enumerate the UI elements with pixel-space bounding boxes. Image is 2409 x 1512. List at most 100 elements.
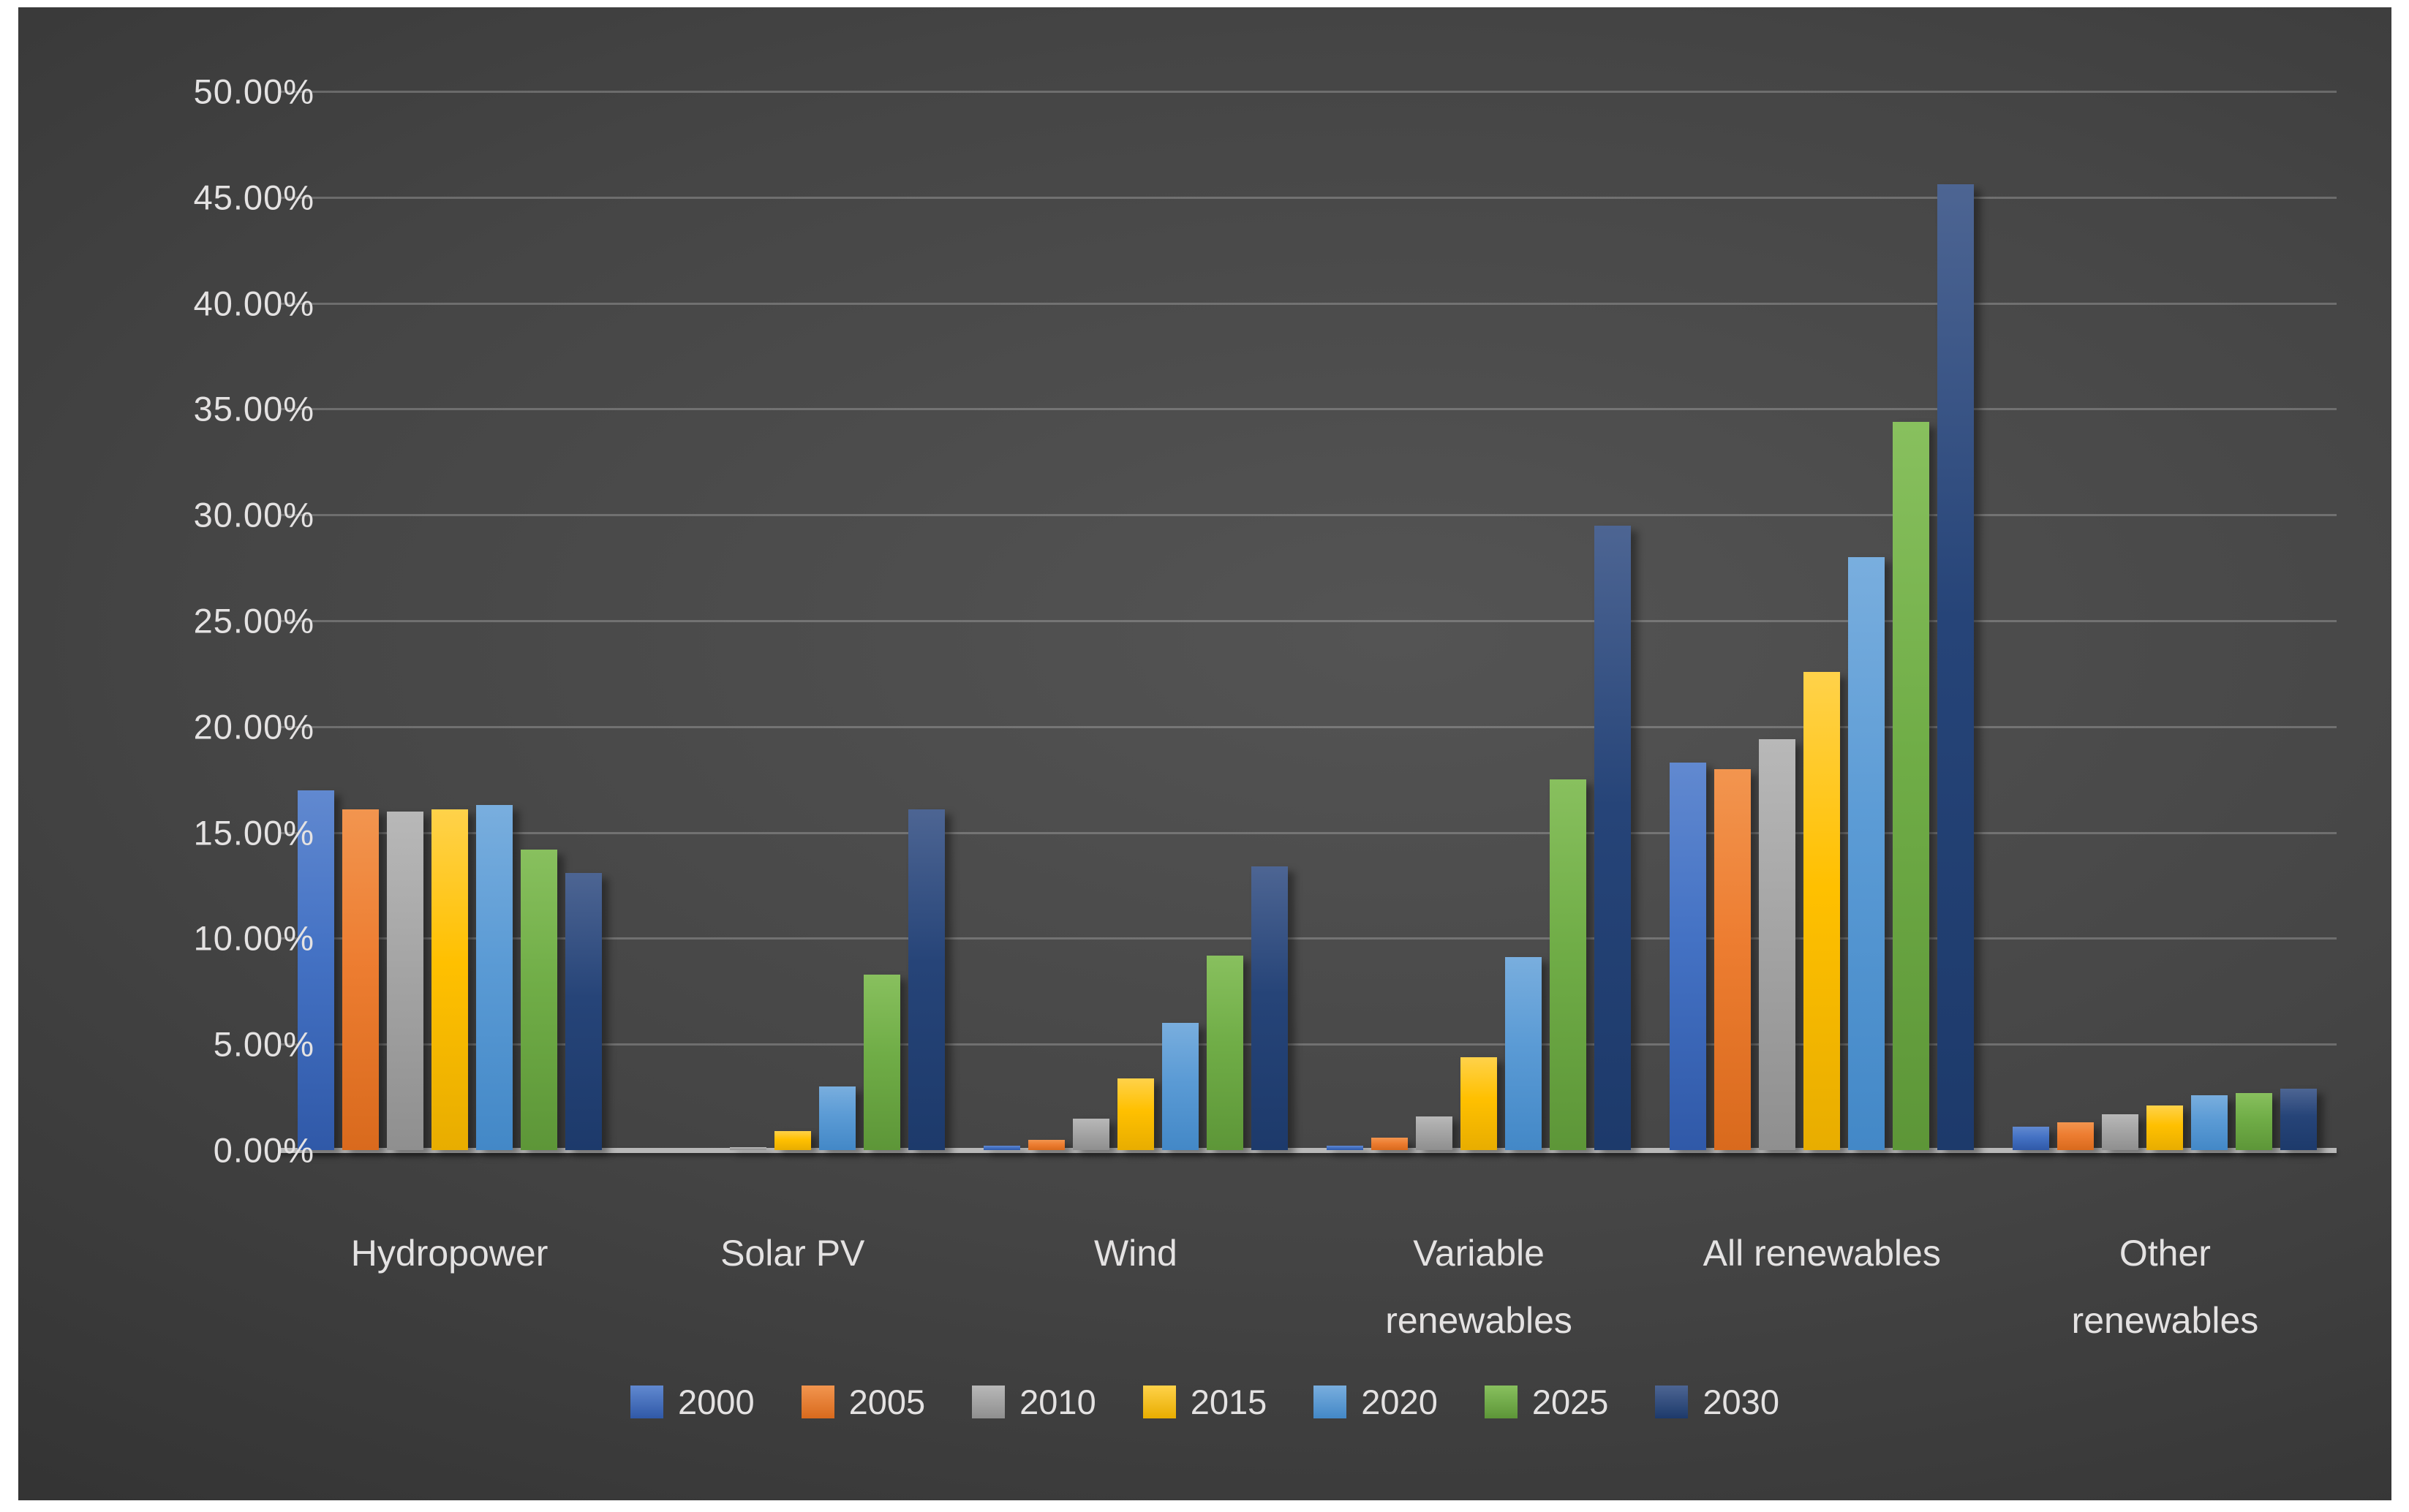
gridline-30pct <box>278 514 2337 517</box>
category-label-line: All renewables <box>1703 1233 1941 1274</box>
bar-variable-renewables-2020[interactable] <box>1505 957 1542 1150</box>
bar-hydropower-2000[interactable] <box>297 790 334 1150</box>
legend-item-2010[interactable]: 2010 <box>972 1382 1096 1422</box>
y-tick-label-20pct: 20.00% <box>193 707 314 746</box>
bar-all-renewables-2010[interactable] <box>1759 739 1796 1150</box>
category-label-wind: Wind <box>964 1220 1308 1287</box>
bar-wind-2005[interactable] <box>1028 1140 1065 1150</box>
legend-swatch-2025 <box>1484 1386 1518 1418</box>
bar-variable-renewables-2015[interactable] <box>1460 1057 1498 1150</box>
bar-hydropower-2005[interactable] <box>342 809 379 1150</box>
legend-item-2005[interactable]: 2005 <box>801 1382 926 1422</box>
bar-wind-2030[interactable] <box>1251 866 1288 1150</box>
bar-other-renewables-2025[interactable] <box>2236 1093 2273 1150</box>
bar-all-renewables-2020[interactable] <box>1848 557 1885 1150</box>
plot-area <box>278 91 2337 1153</box>
bar-other-renewables-2005[interactable] <box>2057 1122 2095 1150</box>
bar-hydropower-2020[interactable] <box>475 805 513 1150</box>
legend-swatch-2000 <box>630 1386 664 1418</box>
bar-all-renewables-2015[interactable] <box>1803 672 1841 1150</box>
bar-solar-pv-2010[interactable] <box>729 1147 766 1150</box>
legend-swatch-2015 <box>1142 1386 1176 1418</box>
bar-wind-2000[interactable] <box>983 1146 1020 1150</box>
bar-variable-renewables-2005[interactable] <box>1371 1138 1409 1150</box>
bar-wind-2020[interactable] <box>1161 1023 1199 1150</box>
bar-all-renewables-2005[interactable] <box>1714 769 1752 1150</box>
bar-all-renewables-2025[interactable] <box>1893 422 1930 1150</box>
legend-label-2005: 2005 <box>848 1383 926 1421</box>
y-tick-label-0pct: 0.00% <box>213 1130 314 1170</box>
bar-all-renewables-2000[interactable] <box>1670 763 1707 1150</box>
category-label-line: Hydropower <box>350 1233 548 1274</box>
category-label-line: Variable <box>1413 1233 1545 1274</box>
bar-hydropower-2030[interactable] <box>565 873 602 1150</box>
category-label-solar-pv: Solar PV <box>621 1220 965 1287</box>
bar-other-renewables-2030[interactable] <box>2280 1089 2318 1150</box>
gridline-40pct <box>278 302 2337 305</box>
bar-group-solar-pv <box>621 91 964 1150</box>
legend-label-2015: 2015 <box>1190 1383 1267 1421</box>
bar-group-all-renewables <box>1651 91 1994 1150</box>
bar-hydropower-2010[interactable] <box>386 812 423 1150</box>
gridline-50pct <box>278 91 2337 93</box>
bar-other-renewables-2015[interactable] <box>2146 1105 2184 1150</box>
gridline-20pct <box>278 725 2337 728</box>
x-axis-line <box>278 1148 2337 1153</box>
legend-label-2010: 2010 <box>1019 1383 1096 1421</box>
category-label-line: renewables <box>1385 1300 1572 1341</box>
bar-other-renewables-2000[interactable] <box>2013 1127 2050 1150</box>
bar-all-renewables-2030[interactable] <box>1937 184 1975 1150</box>
bar-variable-renewables-2025[interactable] <box>1550 779 1587 1150</box>
category-label-variable-renewables: Variable renewables <box>1307 1220 1651 1354</box>
legend-swatch-2020 <box>1313 1386 1347 1418</box>
category-label-other-renewables: Other renewables <box>1993 1220 2337 1354</box>
bar-wind-2025[interactable] <box>1206 956 1243 1150</box>
gridline-45pct <box>278 196 2337 199</box>
legend-item-2000[interactable]: 2000 <box>630 1382 755 1422</box>
bar-solar-pv-2020[interactable] <box>818 1086 856 1150</box>
bar-solar-pv-2025[interactable] <box>863 975 900 1150</box>
category-label-line: renewables <box>2071 1300 2259 1341</box>
y-tick-label-45pct: 45.00% <box>193 178 314 217</box>
bar-solar-pv-2015[interactable] <box>774 1131 811 1150</box>
y-tick-label-10pct: 10.00% <box>193 918 314 958</box>
y-tick-label-30pct: 30.00% <box>193 495 314 534</box>
category-label-line: Other <box>2119 1233 2211 1274</box>
y-tick-label-50pct: 50.00% <box>193 72 314 111</box>
category-label-hydropower: Hydropower <box>278 1220 622 1287</box>
bar-wind-2010[interactable] <box>1072 1119 1109 1150</box>
legend-item-2030[interactable]: 2030 <box>1655 1382 1779 1422</box>
legend-swatch-2005 <box>801 1386 834 1418</box>
legend: 2000 2005 2010 2015 2020 2025 2030 <box>18 1382 2391 1422</box>
bar-hydropower-2015[interactable] <box>431 809 468 1150</box>
bar-group-wind <box>964 91 1307 1150</box>
bar-other-renewables-2020[interactable] <box>2191 1095 2228 1150</box>
category-label-line: Wind <box>1093 1233 1177 1274</box>
legend-swatch-2010 <box>972 1386 1006 1418</box>
gridline-10pct <box>278 937 2337 940</box>
gridline-25pct <box>278 620 2337 622</box>
bar-group-variable-renewables <box>1308 91 1651 1150</box>
bar-group-hydropower <box>278 91 621 1150</box>
legend-item-2025[interactable]: 2025 <box>1484 1382 1609 1422</box>
chart-panel: 0.00% 5.00% 10.00% 15.00% 20.00% 25.00% 30.00%… <box>18 7 2391 1500</box>
y-tick-label-40pct: 40.00% <box>193 284 314 323</box>
legend-item-2015[interactable]: 2015 <box>1142 1382 1267 1422</box>
bar-wind-2015[interactable] <box>1117 1078 1154 1150</box>
gridline-35pct <box>278 408 2337 411</box>
y-tick-label-35pct: 35.00% <box>193 389 314 428</box>
legend-label-2025: 2025 <box>1531 1383 1609 1421</box>
y-tick-label-5pct: 5.00% <box>213 1024 314 1064</box>
y-tick-label-25pct: 25.00% <box>193 601 314 640</box>
gridline-5pct <box>278 1043 2337 1046</box>
bar-other-renewables-2010[interactable] <box>2102 1114 2139 1150</box>
bar-variable-renewables-2000[interactable] <box>1327 1146 1364 1150</box>
bar-variable-renewables-2010[interactable] <box>1416 1116 1453 1150</box>
legend-label-2000: 2000 <box>678 1383 755 1421</box>
bar-hydropower-2025[interactable] <box>520 850 557 1150</box>
bar-variable-renewables-2030[interactable] <box>1594 526 1632 1150</box>
bar-solar-pv-2030[interactable] <box>908 809 945 1150</box>
legend-item-2020[interactable]: 2020 <box>1313 1382 1438 1422</box>
gridline-15pct <box>278 831 2337 834</box>
